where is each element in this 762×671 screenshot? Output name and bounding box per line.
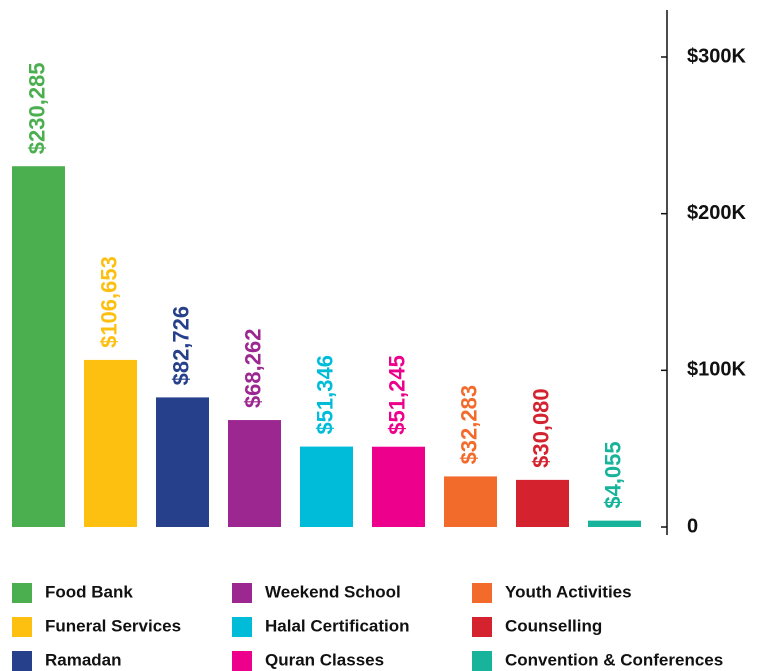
y-tick-label: $200K — [687, 202, 746, 224]
legend-swatch — [232, 651, 252, 671]
legend-label: Convention & Conferences — [505, 650, 723, 669]
bar — [444, 476, 497, 527]
bar — [372, 446, 425, 527]
value-label: $106,653 — [96, 256, 121, 348]
value-label: $82,726 — [168, 306, 193, 386]
legend-swatch — [472, 583, 492, 603]
legend-swatch — [12, 651, 32, 671]
bar — [84, 359, 137, 527]
value-label: $4,055 — [600, 441, 625, 508]
legend-label: Youth Activities — [505, 582, 632, 601]
y-tick-label: 0 — [687, 515, 698, 537]
value-label: $32,283 — [456, 385, 481, 465]
legend-label: Funeral Services — [45, 616, 181, 635]
y-tick-label: $300K — [687, 45, 746, 67]
bar — [516, 479, 569, 527]
bar — [228, 420, 281, 527]
legend-label: Ramadan — [45, 650, 122, 669]
legend-label: Quran Classes — [265, 650, 384, 669]
value-label: $230,285 — [24, 62, 49, 154]
legend-label: Weekend School — [265, 582, 401, 601]
legend-swatch — [12, 617, 32, 637]
legend-label: Halal Certification — [265, 616, 410, 635]
value-label: $68,262 — [240, 329, 265, 409]
legend-swatch — [12, 583, 32, 603]
bar — [588, 520, 641, 527]
legend-swatch — [472, 617, 492, 637]
legend-swatch — [472, 651, 492, 671]
value-label: $30,080 — [528, 388, 553, 468]
legend-label: Counselling — [505, 616, 602, 635]
legend-swatch — [232, 617, 252, 637]
value-label: $51,346 — [312, 355, 337, 435]
bar — [300, 446, 353, 527]
value-label: $51,245 — [384, 355, 409, 435]
bar — [12, 166, 65, 528]
y-tick-label: $100K — [687, 359, 746, 381]
legend-swatch — [232, 583, 252, 603]
bar — [156, 397, 209, 527]
legend-label: Food Bank — [45, 582, 133, 601]
